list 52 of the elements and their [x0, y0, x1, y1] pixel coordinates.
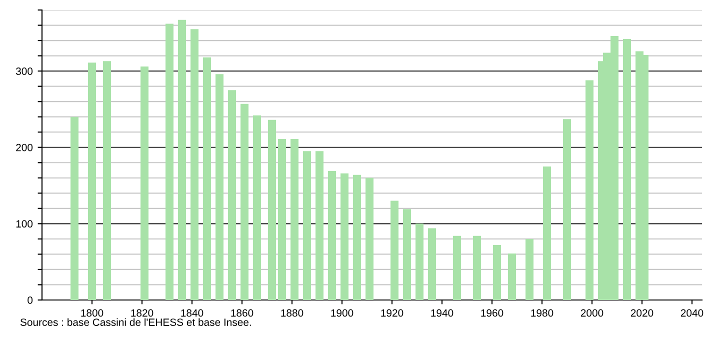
x-tick-label: 1920	[381, 309, 404, 317]
bar	[508, 253, 516, 300]
bar	[623, 39, 631, 300]
bar	[453, 236, 461, 300]
x-tick-label: 2000	[580, 309, 604, 317]
x-tick-label: 1880	[281, 309, 304, 317]
x-tick-label: 1980	[531, 309, 554, 317]
bar	[140, 66, 148, 300]
bar	[328, 171, 336, 300]
bar	[543, 166, 551, 300]
bar	[428, 228, 436, 300]
bar	[563, 119, 571, 300]
y-tick-label: 0	[28, 296, 33, 304]
bar	[203, 57, 211, 300]
x-tick-label: 1940	[431, 309, 454, 317]
bar	[278, 138, 286, 300]
x-tick-label: 2020	[630, 309, 654, 317]
bar	[586, 80, 594, 300]
y-tick-label: 100	[16, 220, 33, 228]
bar	[366, 178, 374, 300]
bar	[403, 209, 411, 300]
bar	[353, 174, 361, 300]
bar	[390, 200, 398, 300]
y-tick-label: 200	[16, 144, 33, 152]
x-tick-label: 1800	[81, 309, 104, 317]
bar	[70, 116, 78, 300]
bar	[190, 29, 198, 300]
bar	[216, 74, 224, 300]
bar	[178, 20, 186, 300]
bar	[526, 238, 534, 300]
bar	[316, 151, 324, 300]
x-tick-label: 2040	[680, 309, 704, 317]
y-tick-label: 300	[16, 68, 33, 75]
x-tick-label: 1840	[181, 309, 204, 317]
bar	[228, 90, 236, 300]
bar	[303, 151, 311, 300]
bar	[240, 104, 248, 300]
x-tick-label: 1820	[131, 309, 154, 317]
bar	[268, 120, 276, 300]
bar	[253, 115, 261, 300]
x-tick-label: 1960	[481, 309, 504, 317]
bar	[416, 224, 424, 300]
bar	[473, 236, 481, 300]
bar	[88, 62, 96, 300]
source-note: Sources : base Cassini de l'EHESS et base Insee.	[20, 318, 251, 326]
bar	[290, 138, 298, 300]
x-tick-label: 1860	[231, 309, 254, 317]
bar	[103, 61, 111, 300]
bar	[340, 173, 348, 300]
bar	[166, 24, 174, 300]
x-tick-label: 1900	[331, 309, 354, 317]
bar	[493, 245, 501, 300]
